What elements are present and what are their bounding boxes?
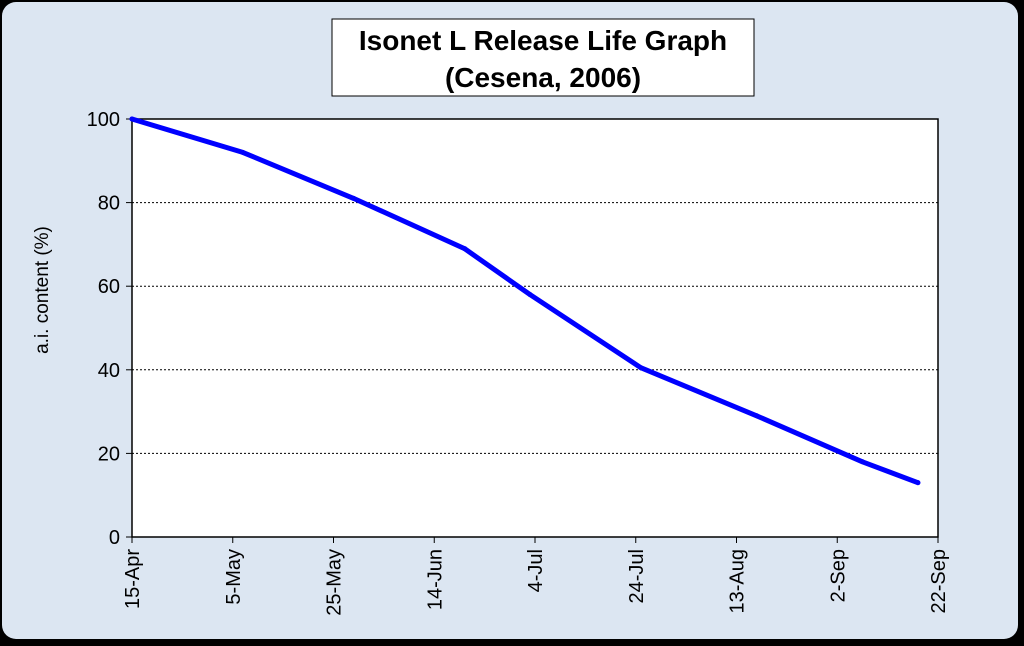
data-point	[859, 459, 865, 465]
y-tick-label: 80	[98, 193, 120, 215]
x-tick-label: 2-Sep	[827, 549, 849, 602]
x-tick-label: 24-Jul	[626, 549, 648, 603]
x-tick-label: 25-May	[324, 549, 346, 616]
y-tick-label: 100	[87, 109, 120, 131]
y-tick-label: 60	[98, 276, 120, 298]
data-point	[915, 480, 921, 486]
data-point	[754, 413, 760, 419]
title-box-border	[331, 18, 755, 97]
y-tick-label: 0	[109, 527, 120, 549]
plot-area	[132, 119, 938, 537]
x-tick-label: 14-Jun	[424, 549, 446, 610]
x-axis-ticks: 15-Apr 5-May 25-May 14-Jun 4-Jul 24-Jul 13-Aug…	[122, 537, 950, 616]
series-group	[129, 116, 921, 486]
y-tick-label: 40	[98, 360, 120, 382]
data-point	[638, 365, 644, 371]
data-point	[129, 116, 135, 122]
x-tick-label: 4-Jul	[525, 549, 547, 592]
x-tick-label: 5-May	[223, 549, 245, 605]
y-axis-ticks: 0 20 40 60 80 100	[87, 109, 132, 549]
y-axis-label: a.i. content (%)	[32, 226, 53, 354]
data-point	[527, 292, 533, 298]
data-point	[461, 246, 467, 252]
y-tick-label: 20	[98, 443, 120, 465]
data-point	[240, 149, 246, 155]
title-box: Isonet L Release Life Graph (Cesena, 200…	[331, 18, 755, 97]
x-tick-label: 13-Aug	[727, 549, 749, 614]
x-tick-label: 15-Apr	[122, 549, 144, 609]
chart-subtitle: (Cesena, 2006)	[445, 62, 641, 93]
x-tick-label: 22-Sep	[928, 549, 950, 614]
data-point	[351, 195, 357, 201]
chart-title: Isonet L Release Life Graph	[359, 25, 727, 56]
